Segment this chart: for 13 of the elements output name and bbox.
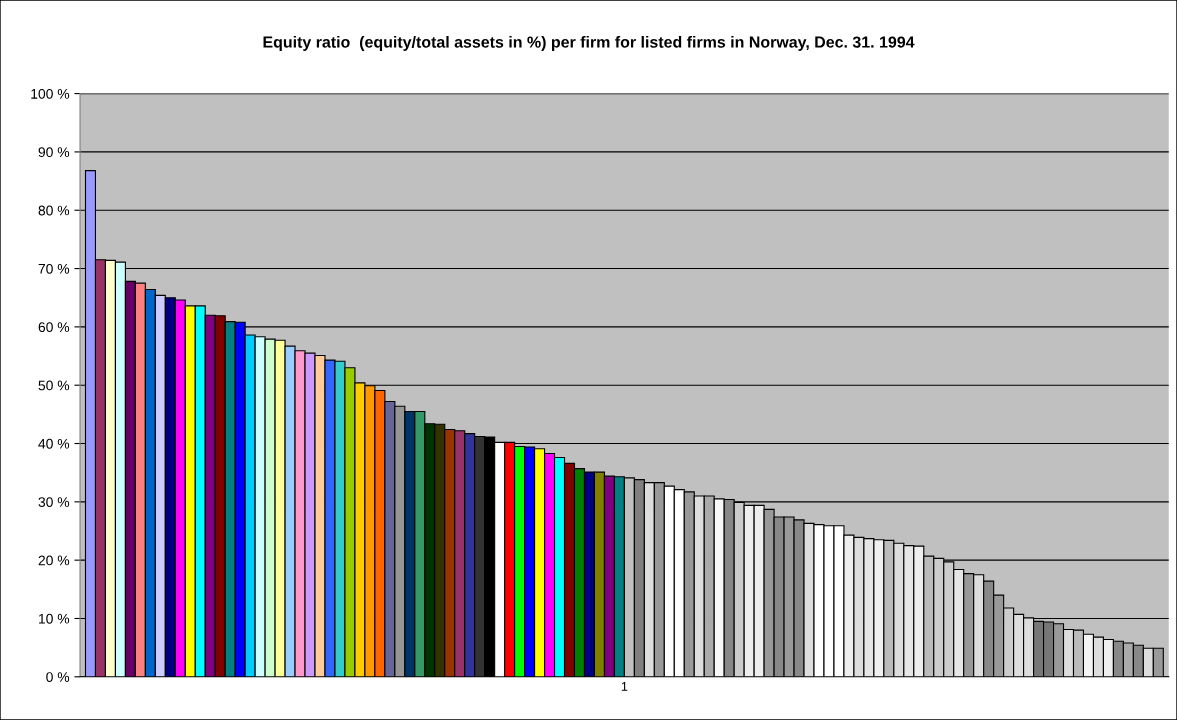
y-tick-label: 40 % bbox=[38, 438, 70, 449]
y-tick-label: 70 % bbox=[38, 263, 70, 274]
x-tick-label: 1 bbox=[621, 682, 628, 691]
y-tick-label: 0 % bbox=[46, 672, 70, 682]
y-tick-label: 60 % bbox=[38, 322, 70, 333]
y-tick-label: 20 % bbox=[38, 555, 70, 566]
y-tick-label: 100 % bbox=[31, 88, 70, 99]
y-tick-label: 30 % bbox=[38, 497, 70, 508]
y-tick-label: 10 % bbox=[39, 613, 70, 624]
chart-title: Equity ratio (equity/total assets in %) per firm for listed firms in Norway, Dec. 31. 1994 bbox=[263, 36, 915, 51]
y-tick-label: 50 % bbox=[38, 380, 70, 391]
y-tick-label: 80 % bbox=[38, 205, 70, 216]
y-tick-label: 90 % bbox=[38, 147, 70, 158]
